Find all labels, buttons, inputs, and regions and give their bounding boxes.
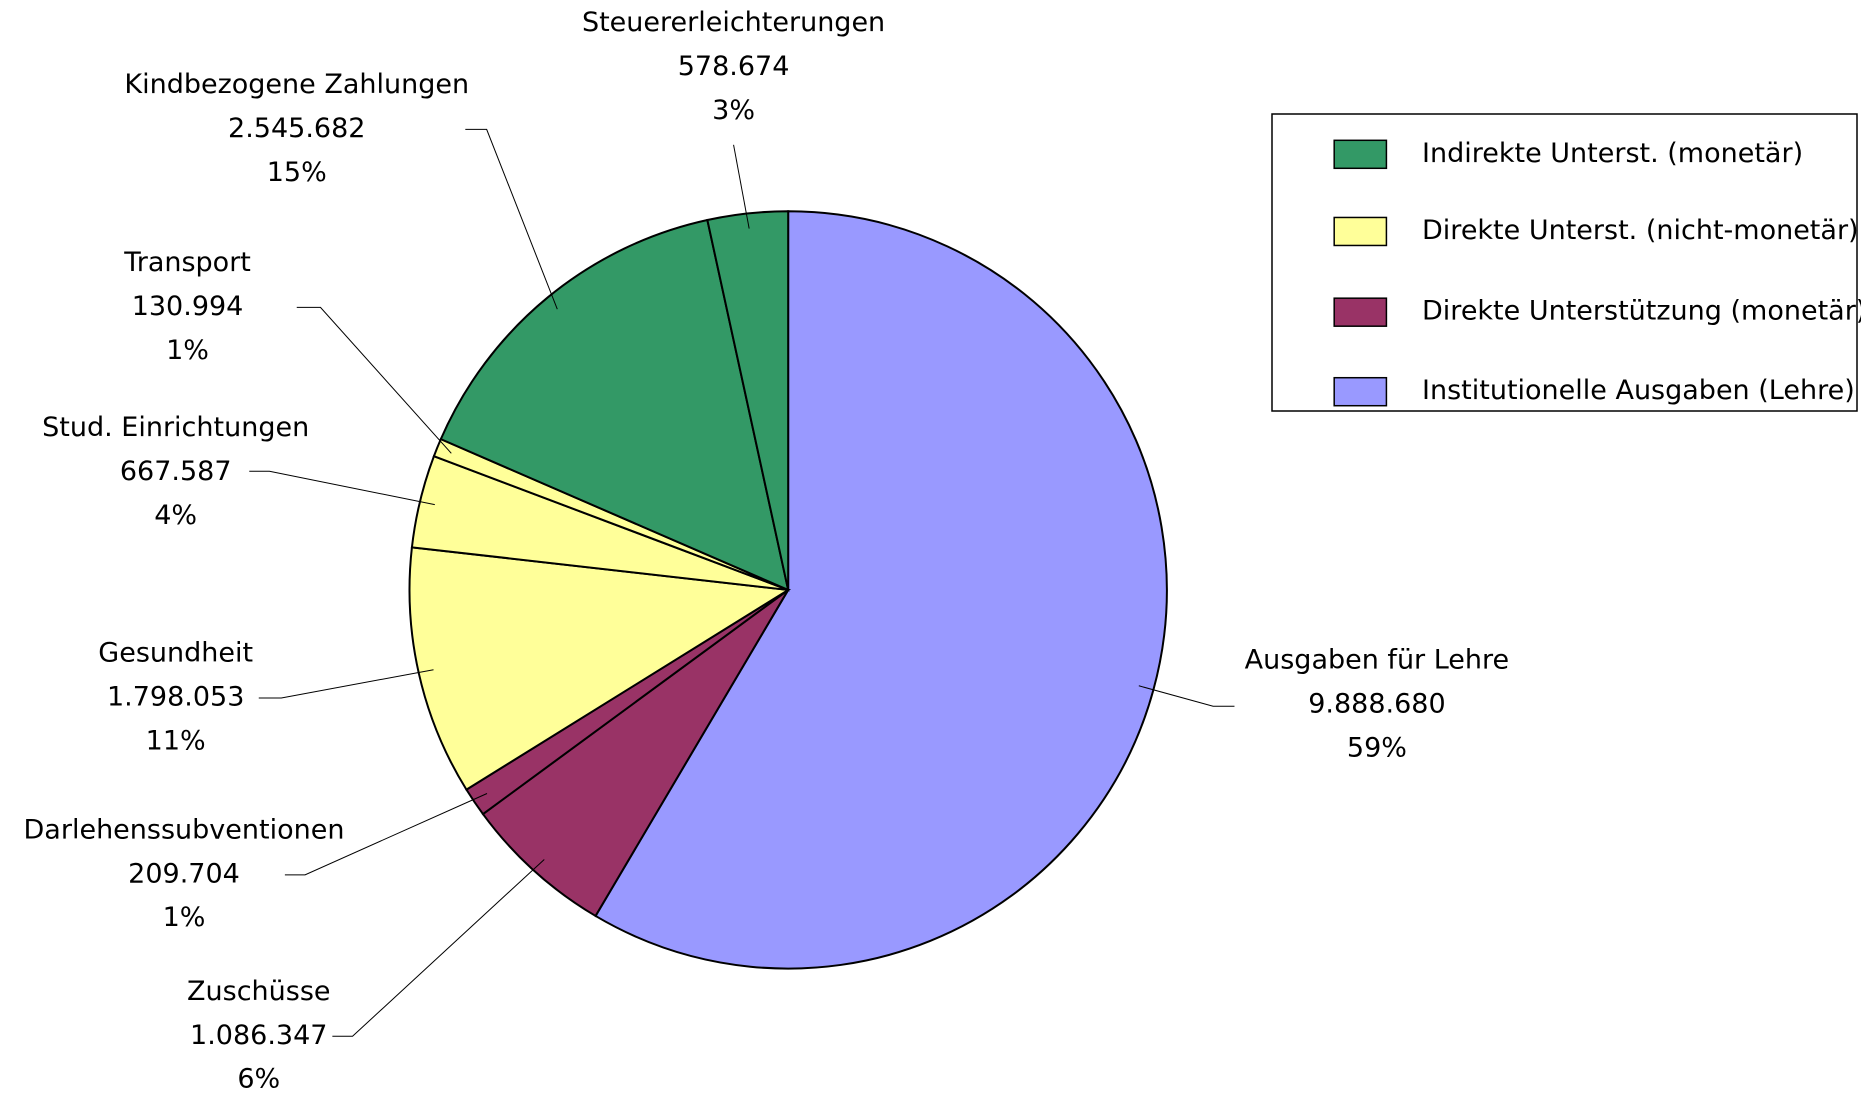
slice-value: 578.674 (678, 51, 790, 82)
pie-slice (481, 589, 790, 918)
slice-value: 667.587 (120, 456, 232, 487)
slice-percent: 6% (237, 1064, 280, 1094)
slice-percent: 4% (154, 500, 197, 531)
legend-label: Institutionelle Ausgaben (Lehre) (1422, 375, 1855, 406)
leader-line (332, 859, 545, 1037)
legend-label: Direkte Unterstützung (monetär) (1422, 296, 1861, 327)
leader-line (249, 470, 435, 506)
slice-value: 209.704 (128, 858, 240, 889)
slice-value: 1.798.053 (107, 681, 244, 712)
slice-percent: 1% (163, 902, 206, 933)
slice-value: 2.545.682 (228, 113, 365, 144)
pie-slice (706, 210, 790, 591)
slice-percent: 59% (1347, 732, 1407, 763)
slice-label: Darlehenssubventionen (24, 814, 345, 845)
legend-swatch (1333, 297, 1388, 327)
slice-label: Ausgaben für Lehre (1245, 645, 1510, 676)
slice-percent: 15% (267, 157, 327, 188)
slice-label: Stud. Einrichtungen (42, 412, 309, 443)
slice-percent: 11% (146, 725, 206, 756)
slice-label: Steuererleichterungen (582, 7, 885, 38)
legend-label: Indirekte Unterst. (monetär) (1422, 138, 1803, 169)
slice-value: 1.086.347 (190, 1020, 327, 1051)
slice-label: Kindbezogene Zahlungen (124, 69, 469, 100)
leader-line (1138, 685, 1235, 707)
slice-label: Gesundheit (98, 638, 253, 669)
slice-value: 9.888.680 (1308, 689, 1445, 720)
slice-label: Transport (123, 247, 251, 278)
slice-percent: 1% (166, 335, 209, 366)
pie-slice (408, 546, 792, 791)
legend-swatch (1333, 216, 1388, 247)
legend-swatch (1333, 376, 1388, 407)
leader-line (733, 144, 750, 229)
leader-line (296, 306, 452, 454)
slice-label: Zuschüsse (187, 976, 331, 1007)
legend-swatch (1333, 139, 1388, 170)
leader-line (258, 669, 434, 699)
leader-line (284, 793, 488, 876)
slice-percent: 3% (712, 95, 755, 126)
leader-line (465, 128, 558, 310)
slice-value: 130.994 (132, 291, 244, 322)
legend-label: Direkte Unterst. (nicht-monetär) (1422, 215, 1859, 246)
pie-slice (439, 218, 790, 592)
